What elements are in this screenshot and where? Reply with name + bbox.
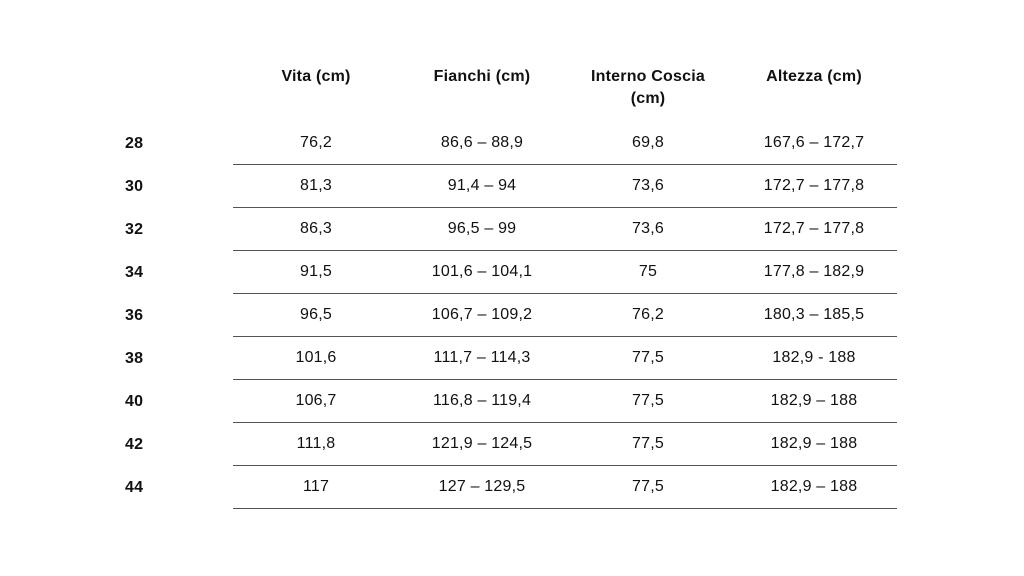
value-cell: 182,9 – 188 xyxy=(731,466,897,509)
column-header: Interno Coscia (cm) xyxy=(591,68,705,107)
value-cell: 180,3 – 185,5 xyxy=(731,294,897,337)
value-cell: 101,6 xyxy=(233,337,399,380)
value-cell: 73,6 xyxy=(565,208,731,251)
value-cell: 91,5 xyxy=(233,251,399,294)
value-cell: 182,9 - 188 xyxy=(731,337,897,380)
value-cell: 182,9 – 188 xyxy=(731,380,897,423)
value-cell: 127 – 129,5 xyxy=(399,466,565,509)
value-cell: 91,4 – 94 xyxy=(399,165,565,208)
value-cell: 86,6 – 88,9 xyxy=(399,122,565,165)
size-label: 28 xyxy=(125,134,144,152)
size-chart-table: Vita (cm) Fianchi (cm) Interno Coscia (cm)… xyxy=(110,56,897,509)
value-cell: 106,7 – 109,2 xyxy=(399,294,565,337)
corner-cell xyxy=(110,56,233,122)
value-cell: 86,3 xyxy=(233,208,399,251)
column-header: Vita (cm) xyxy=(281,68,351,85)
value-cell: 111,8 xyxy=(233,423,399,466)
size-label: 34 xyxy=(125,263,144,281)
column-header: Fianchi (cm) xyxy=(433,68,531,85)
value-cell: 116,8 – 119,4 xyxy=(399,380,565,423)
value-cell: 76,2 xyxy=(565,294,731,337)
value-cell: 121,9 – 124,5 xyxy=(399,423,565,466)
value-cell: 77,5 xyxy=(565,380,731,423)
column-header: Altezza (cm) xyxy=(766,68,862,85)
value-cell: 77,5 xyxy=(565,337,731,380)
value-cell: 81,3 xyxy=(233,165,399,208)
size-label: 42 xyxy=(125,435,144,453)
value-cell: 117 xyxy=(233,466,399,509)
size-label: 36 xyxy=(125,306,144,324)
value-cell: 111,7 – 114,3 xyxy=(399,337,565,380)
value-cell: 96,5 xyxy=(233,294,399,337)
value-cell: 172,7 – 177,8 xyxy=(731,165,897,208)
value-cell: 76,2 xyxy=(233,122,399,165)
value-cell: 77,5 xyxy=(565,466,731,509)
size-label: 44 xyxy=(125,478,144,496)
value-cell: 77,5 xyxy=(565,423,731,466)
value-cell: 73,6 xyxy=(565,165,731,208)
value-cell: 69,8 xyxy=(565,122,731,165)
value-cell: 75 xyxy=(565,251,731,294)
value-cell: 101,6 – 104,1 xyxy=(399,251,565,294)
value-cell: 177,8 – 182,9 xyxy=(731,251,897,294)
size-label: 40 xyxy=(125,392,144,410)
value-cell: 96,5 – 99 xyxy=(399,208,565,251)
size-label: 38 xyxy=(125,349,144,367)
value-cell: 172,7 – 177,8 xyxy=(731,208,897,251)
size-label: 32 xyxy=(125,220,144,238)
value-cell: 106,7 xyxy=(233,380,399,423)
value-cell: 167,6 – 172,7 xyxy=(731,122,897,165)
value-cell: 182,9 – 188 xyxy=(731,423,897,466)
size-label: 30 xyxy=(125,177,144,195)
